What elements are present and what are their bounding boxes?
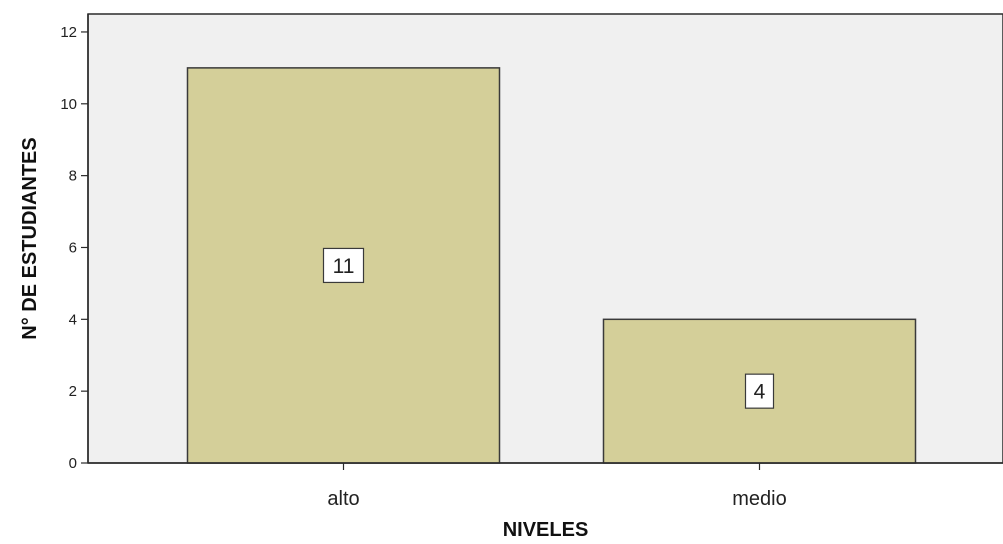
y-tick-label: 0 [69, 455, 77, 472]
x-tick-label-medio: medio [732, 488, 786, 510]
y-tick-label: 4 [69, 311, 77, 328]
y-tick-label: 6 [69, 239, 77, 256]
data-label-box [744, 373, 775, 409]
data-label-box [322, 247, 365, 284]
y-tick-label: 8 [69, 168, 77, 185]
data-label-medio: 4 [744, 373, 775, 409]
y-tick-label: 12 [60, 24, 77, 41]
y-tick-label: 10 [60, 96, 77, 113]
y-ticks-group: 0 2 4 6 8 10 12 [60, 24, 88, 472]
x-tick-label-alto: alto [327, 488, 359, 510]
y-tick-label: 2 [69, 383, 77, 400]
x-ticks-group: alto medio [327, 463, 787, 510]
data-label-alto: 11 [322, 247, 365, 284]
data-label-text: 4 [754, 381, 766, 404]
y-axis-title: N° DE ESTUDIANTES [19, 137, 41, 339]
data-labels-group: 11 4 [322, 247, 775, 409]
data-label-text: 11 [333, 255, 355, 278]
x-axis-title: NIVELES [503, 519, 589, 541]
